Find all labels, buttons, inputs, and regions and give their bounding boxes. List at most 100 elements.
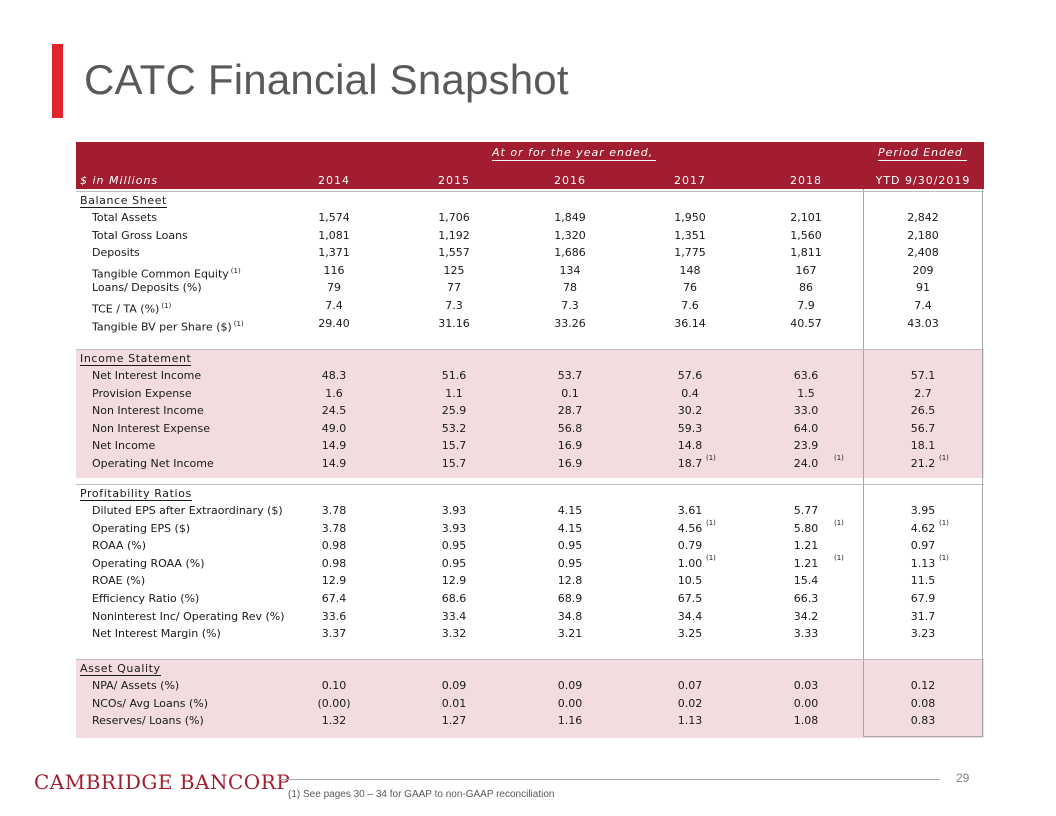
- table-cell: 77: [447, 281, 461, 295]
- row-label-text: NPA/ Assets (%): [92, 679, 180, 692]
- table-cell: 7.6: [681, 299, 699, 312]
- header-unit-label: $ in Millions: [80, 174, 159, 187]
- table-cell: 24.0: [793, 457, 819, 470]
- table-cell: 1,560: [790, 228, 822, 242]
- table-cell: 0.03: [793, 679, 819, 692]
- row-label-text: Operating ROAA (%): [92, 556, 205, 570]
- table-cell: 31.7: [910, 609, 936, 623]
- table-cell: 7.3: [561, 299, 579, 312]
- table-cell: 59.3: [677, 421, 703, 435]
- table-cell: 1,192: [438, 228, 470, 242]
- table-cell: 4.56: [677, 521, 703, 535]
- row-label-text: ROAA (%): [92, 539, 146, 553]
- table-cell: (0.00): [317, 696, 351, 710]
- table-cell: 67.9: [910, 592, 936, 605]
- table-cell: 1,320: [554, 228, 586, 242]
- table-cell: 1.21: [793, 556, 819, 570]
- table-cell: 34.4: [677, 609, 703, 623]
- table-cell: 86: [799, 281, 813, 295]
- row-label-text: Total Gross Loans: [92, 228, 188, 242]
- row-label: Provision Expense: [92, 387, 192, 401]
- table-cell: 1.08: [793, 714, 819, 728]
- table-cell: 33.0: [793, 404, 819, 418]
- table-cell: 34.2: [793, 609, 819, 623]
- table-cell: 1.27: [441, 714, 467, 728]
- row-label: Total Assets: [92, 211, 157, 225]
- table-cell: 28.7: [557, 404, 583, 418]
- table-cell: 1.16: [557, 714, 583, 728]
- table-cell: 0.01: [441, 696, 467, 710]
- table-cell: 3.93: [441, 504, 467, 517]
- row-label: Non Interest Expense: [92, 422, 210, 436]
- table-cell: 66.3: [793, 592, 819, 605]
- section-divider: [76, 191, 984, 192]
- table-cell: 0.02: [677, 696, 703, 710]
- table-cell: 7.9: [797, 299, 815, 312]
- table-cell: 3.25: [677, 627, 703, 641]
- footnote-marker: (1): [939, 518, 949, 527]
- table-cell: 116: [323, 263, 345, 277]
- section-shading: [76, 350, 984, 478]
- row-label-text: Net Interest Income: [92, 369, 202, 382]
- table-cell: 7.4: [914, 299, 932, 312]
- table-cell: 1,706: [438, 211, 470, 224]
- title-accent-bar: [52, 44, 63, 118]
- table-cell: 91: [916, 281, 930, 295]
- table-cell: 1,557: [438, 246, 470, 260]
- header-year: 2015: [438, 174, 470, 187]
- row-label-text: Tangible Common Equity: [92, 267, 229, 281]
- footnote: (1) See pages 30 – 34 for GAAP to non-GA…: [288, 789, 555, 800]
- table-cell: 0.10: [321, 679, 347, 692]
- table-cell: 18.1: [910, 439, 936, 453]
- row-label: Operating Net Income: [92, 457, 214, 471]
- row-label: Tangible Common Equity (1): [92, 264, 241, 282]
- table-cell: 1,686: [554, 246, 586, 260]
- section-title: Profitability Ratios: [80, 487, 192, 501]
- table-cell: 57.1: [910, 369, 936, 382]
- table-cell: 0.97: [910, 539, 936, 553]
- row-label: Loans/ Deposits (%): [92, 281, 202, 295]
- row-label: NCOs/ Avg Loans (%): [92, 697, 208, 711]
- footer-divider: [278, 779, 940, 780]
- row-label: ROAA (%): [92, 539, 146, 553]
- table-cell: 3.95: [910, 504, 936, 517]
- row-label-text: Efficiency Ratio (%): [92, 592, 200, 605]
- cambridge-bancorp-logo: CAMBRIDGE BANCORP: [34, 770, 291, 794]
- footnote-marker: (1): [834, 553, 844, 562]
- period-column-border: [863, 189, 983, 737]
- table-cell: 1,950: [674, 211, 706, 224]
- table-cell: 33.6: [321, 609, 347, 623]
- table-cell: 0.95: [557, 539, 583, 553]
- header-year: 2017: [674, 174, 706, 187]
- table-cell: 125: [443, 263, 465, 277]
- table-cell: 0.98: [321, 556, 347, 570]
- row-label-text: Net Income: [92, 439, 156, 453]
- table-cell: 0.12: [910, 679, 936, 692]
- table-cell: 3.78: [321, 504, 347, 517]
- table-cell: 24.5: [321, 404, 347, 418]
- row-label-text: Deposits: [92, 246, 140, 260]
- table-cell: 0.95: [441, 539, 467, 553]
- row-label: Net Interest Margin (%): [92, 627, 221, 641]
- table-cell: 5.77: [793, 504, 819, 517]
- table-cell: 56.8: [557, 421, 583, 435]
- row-label-text: Non Interest Expense: [92, 421, 210, 435]
- table-cell: 29.40: [318, 316, 350, 330]
- table-cell: 68.9: [557, 592, 583, 605]
- table-cell: 53.7: [557, 369, 583, 382]
- table-cell: 21.2: [910, 457, 936, 470]
- table-cell: 78: [563, 281, 577, 295]
- footnote-marker: (1): [706, 454, 716, 462]
- table-cell: 0.09: [557, 679, 583, 692]
- table-cell: 1,849: [554, 211, 586, 224]
- table-cell: 1,775: [674, 246, 706, 260]
- table-cell: 7.4: [325, 299, 343, 312]
- table-cell: 0.00: [557, 696, 583, 710]
- row-label: Reserves/ Loans (%): [92, 714, 204, 728]
- row-label-text: Total Assets: [92, 211, 157, 224]
- table-cell: 16.9: [557, 457, 583, 470]
- table-cell: 12.9: [441, 574, 467, 588]
- table-cell: 0.1: [561, 386, 579, 400]
- table-cell: 0.98: [321, 539, 347, 553]
- table-cell: 1,351: [674, 228, 706, 242]
